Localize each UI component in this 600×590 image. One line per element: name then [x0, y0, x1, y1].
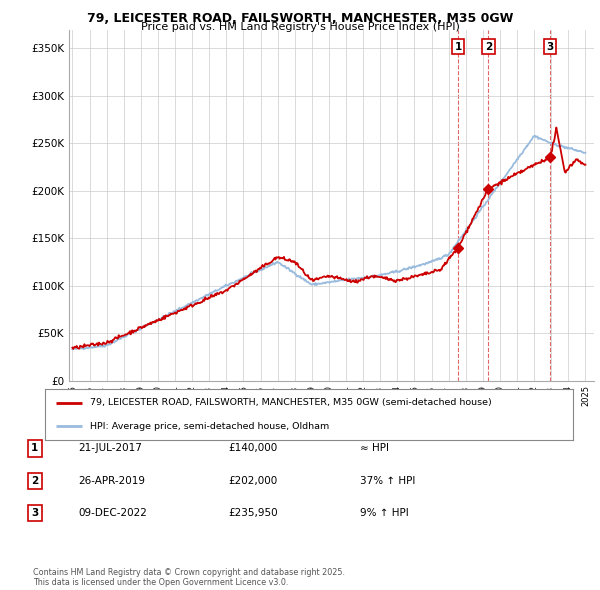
Text: £202,000: £202,000	[228, 476, 277, 486]
Text: 3: 3	[547, 41, 554, 51]
Text: 3: 3	[31, 509, 38, 518]
Text: 2: 2	[31, 476, 38, 486]
Text: ≈ HPI: ≈ HPI	[360, 444, 389, 453]
Text: £235,950: £235,950	[228, 509, 278, 518]
Text: 21-JUL-2017: 21-JUL-2017	[78, 444, 142, 453]
Text: 1: 1	[454, 41, 461, 51]
Text: 37% ↑ HPI: 37% ↑ HPI	[360, 476, 415, 486]
Text: 2: 2	[485, 41, 492, 51]
Text: 79, LEICESTER ROAD, FAILSWORTH, MANCHESTER, M35 0GW (semi-detached house): 79, LEICESTER ROAD, FAILSWORTH, MANCHEST…	[90, 398, 491, 408]
Text: Contains HM Land Registry data © Crown copyright and database right 2025.
This d: Contains HM Land Registry data © Crown c…	[33, 568, 345, 587]
Text: HPI: Average price, semi-detached house, Oldham: HPI: Average price, semi-detached house,…	[90, 421, 329, 431]
Text: £140,000: £140,000	[228, 444, 277, 453]
Text: 26-APR-2019: 26-APR-2019	[78, 476, 145, 486]
Text: 79, LEICESTER ROAD, FAILSWORTH, MANCHESTER, M35 0GW: 79, LEICESTER ROAD, FAILSWORTH, MANCHEST…	[87, 12, 513, 25]
Text: 9% ↑ HPI: 9% ↑ HPI	[360, 509, 409, 518]
Text: Price paid vs. HM Land Registry's House Price Index (HPI): Price paid vs. HM Land Registry's House …	[140, 22, 460, 32]
Text: 09-DEC-2022: 09-DEC-2022	[78, 509, 147, 518]
Text: 1: 1	[31, 444, 38, 453]
